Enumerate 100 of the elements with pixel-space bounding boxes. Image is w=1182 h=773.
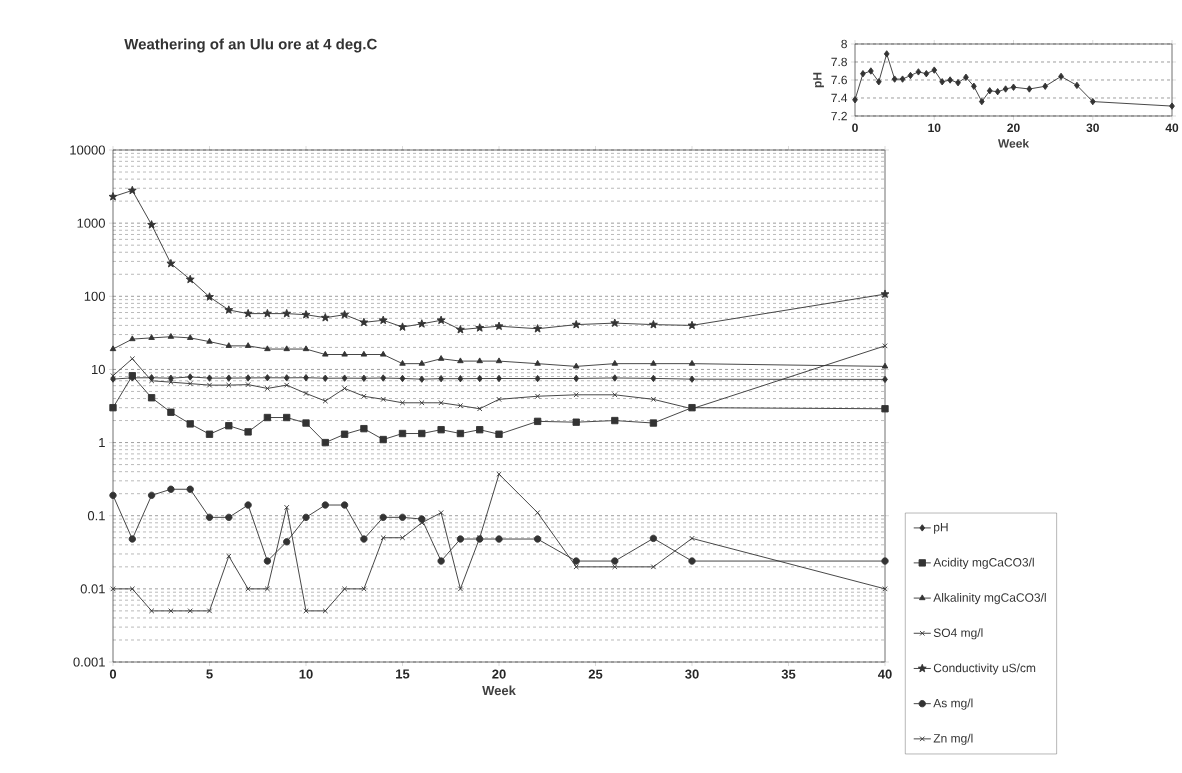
- point: [1026, 85, 1033, 93]
- chart-title: Weathering of an Ulu ore at 4 deg.C: [124, 38, 377, 53]
- point: [361, 586, 367, 592]
- point: [168, 374, 174, 382]
- point: [186, 334, 194, 340]
- point: [476, 357, 483, 364]
- point: [883, 50, 890, 58]
- point: [881, 557, 889, 565]
- point: [187, 373, 194, 381]
- point: [1002, 85, 1009, 93]
- legend-label: pH: [934, 523, 948, 534]
- point: [360, 350, 368, 357]
- point: [283, 413, 291, 422]
- point: [456, 429, 465, 438]
- point: [282, 308, 292, 318]
- point: [947, 76, 953, 84]
- point: [923, 70, 930, 78]
- point: [899, 75, 906, 83]
- y-tick-label: 7.8: [831, 57, 847, 67]
- point: [495, 357, 503, 364]
- point: [263, 413, 272, 422]
- point: [418, 360, 426, 366]
- x-axis-title: Week: [482, 685, 516, 696]
- point: [264, 586, 271, 592]
- point: [931, 66, 938, 74]
- x-tick-label: 25: [588, 669, 603, 679]
- point: [475, 323, 485, 332]
- point: [303, 374, 309, 382]
- point: [109, 491, 117, 499]
- point: [650, 396, 657, 403]
- point: [380, 396, 386, 403]
- point: [320, 313, 330, 322]
- point: [206, 382, 213, 388]
- point: [495, 535, 503, 543]
- point: [689, 535, 695, 542]
- point: [148, 378, 155, 384]
- y-tick-label: 1000: [77, 218, 105, 228]
- point: [168, 608, 174, 614]
- point: [689, 375, 695, 383]
- point: [915, 68, 922, 76]
- point: [167, 485, 175, 493]
- point: [226, 553, 232, 559]
- point: [168, 379, 174, 385]
- point: [360, 425, 368, 433]
- point: [882, 343, 888, 349]
- point: [109, 404, 117, 412]
- point: [457, 357, 464, 364]
- point: [283, 345, 290, 352]
- point: [852, 96, 858, 104]
- point: [129, 335, 136, 342]
- point: [185, 274, 195, 284]
- point: [573, 392, 579, 398]
- point: [986, 87, 993, 95]
- y-tick-label: 8: [841, 39, 847, 49]
- point: [244, 428, 252, 436]
- point: [205, 430, 214, 438]
- point: [907, 71, 914, 80]
- point: [955, 79, 961, 87]
- point: [399, 535, 406, 541]
- point: [611, 557, 619, 565]
- point: [875, 78, 882, 86]
- point: [147, 394, 156, 402]
- x-tick-label: 40: [877, 669, 892, 679]
- point: [418, 375, 425, 383]
- y-tick-label: 1: [99, 438, 105, 448]
- x-tick-label: 10: [299, 669, 313, 679]
- x-tick-label: 15: [396, 669, 410, 679]
- point: [688, 557, 696, 565]
- point: [456, 325, 465, 334]
- point: [571, 320, 581, 329]
- point: [264, 385, 271, 392]
- point: [533, 324, 543, 333]
- y-tick-label: 0.001: [73, 657, 105, 667]
- point: [417, 319, 427, 328]
- point: [302, 513, 310, 521]
- point: [148, 608, 155, 614]
- point: [303, 608, 309, 614]
- point: [379, 513, 387, 521]
- point: [534, 360, 541, 366]
- point: [963, 73, 969, 81]
- point: [225, 342, 233, 348]
- legend-label: SO4 mg/l: [933, 628, 983, 640]
- point: [244, 342, 252, 348]
- point: [496, 471, 502, 477]
- point: [1169, 102, 1175, 110]
- point: [437, 426, 445, 434]
- point: [264, 345, 271, 352]
- point: [534, 509, 541, 516]
- point: [881, 362, 889, 369]
- point: [341, 586, 348, 592]
- point: [688, 360, 696, 366]
- point: [340, 430, 349, 438]
- point: [495, 430, 503, 438]
- point: [302, 345, 310, 352]
- point: [226, 382, 232, 388]
- x-tick-label: 0: [109, 669, 117, 679]
- point: [436, 315, 446, 325]
- point: [225, 513, 233, 521]
- point: [187, 608, 193, 614]
- point: [611, 374, 618, 382]
